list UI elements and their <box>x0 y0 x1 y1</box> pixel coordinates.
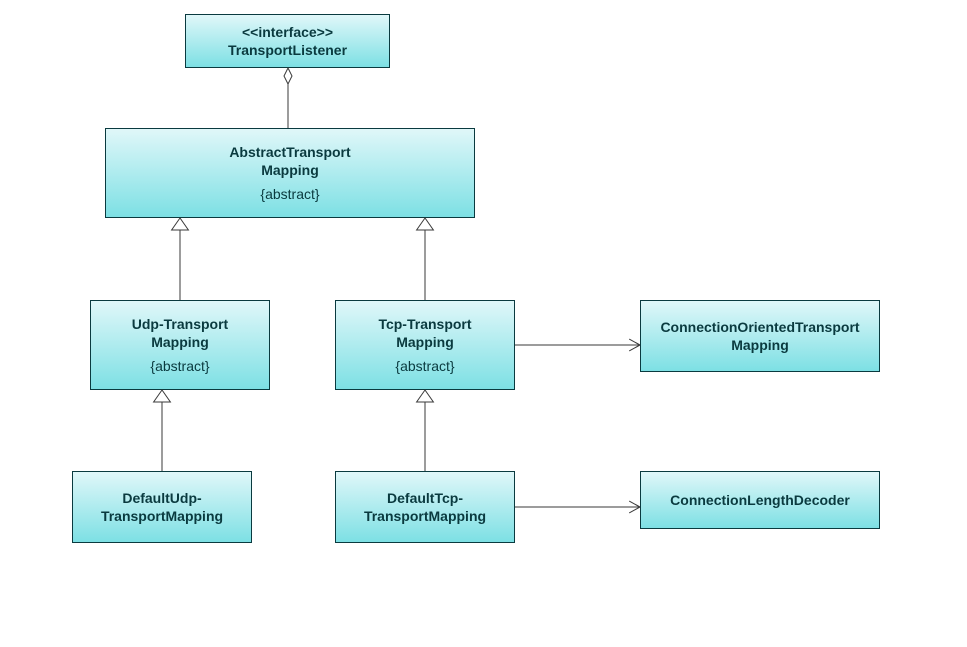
class-constraint: {abstract} <box>150 357 209 375</box>
class-title-line1: DefaultTcp- <box>387 489 463 507</box>
class-title: TransportListener <box>228 41 347 59</box>
class-title-line2: Mapping <box>396 333 454 351</box>
class-title-line1: Tcp-Transport <box>378 315 471 333</box>
class-constraint: {abstract} <box>395 357 454 375</box>
class-title-line1: Udp-Transport <box>132 315 228 333</box>
class-default-udp-transport-mapping: DefaultUdp- TransportMapping <box>72 471 252 543</box>
class-connection-length-decoder: ConnectionLengthDecoder <box>640 471 880 529</box>
class-title-line2: Mapping <box>151 333 209 351</box>
class-connection-oriented-transport-mapping: ConnectionOrientedTransport Mapping <box>640 300 880 372</box>
class-default-tcp-transport-mapping: DefaultTcp- TransportMapping <box>335 471 515 543</box>
class-title-line2: TransportMapping <box>101 507 223 525</box>
stereotype-label: <<interface>> <box>242 23 333 41</box>
class-tcp-transport-mapping: Tcp-Transport Mapping {abstract} <box>335 300 515 390</box>
interface-transport-listener: <<interface>> TransportListener <box>185 14 390 68</box>
class-title-line2: Mapping <box>731 336 789 354</box>
class-title-line1: AbstractTransport <box>229 143 350 161</box>
class-title-line1: DefaultUdp- <box>122 489 201 507</box>
class-title-line2: Mapping <box>261 161 319 179</box>
class-constraint: {abstract} <box>260 185 319 203</box>
class-abstract-transport-mapping: AbstractTransport Mapping {abstract} <box>105 128 475 218</box>
class-title-line2: TransportMapping <box>364 507 486 525</box>
class-udp-transport-mapping: Udp-Transport Mapping {abstract} <box>90 300 270 390</box>
class-title-line1: ConnectionOrientedTransport <box>660 318 859 336</box>
class-title: ConnectionLengthDecoder <box>670 491 850 509</box>
